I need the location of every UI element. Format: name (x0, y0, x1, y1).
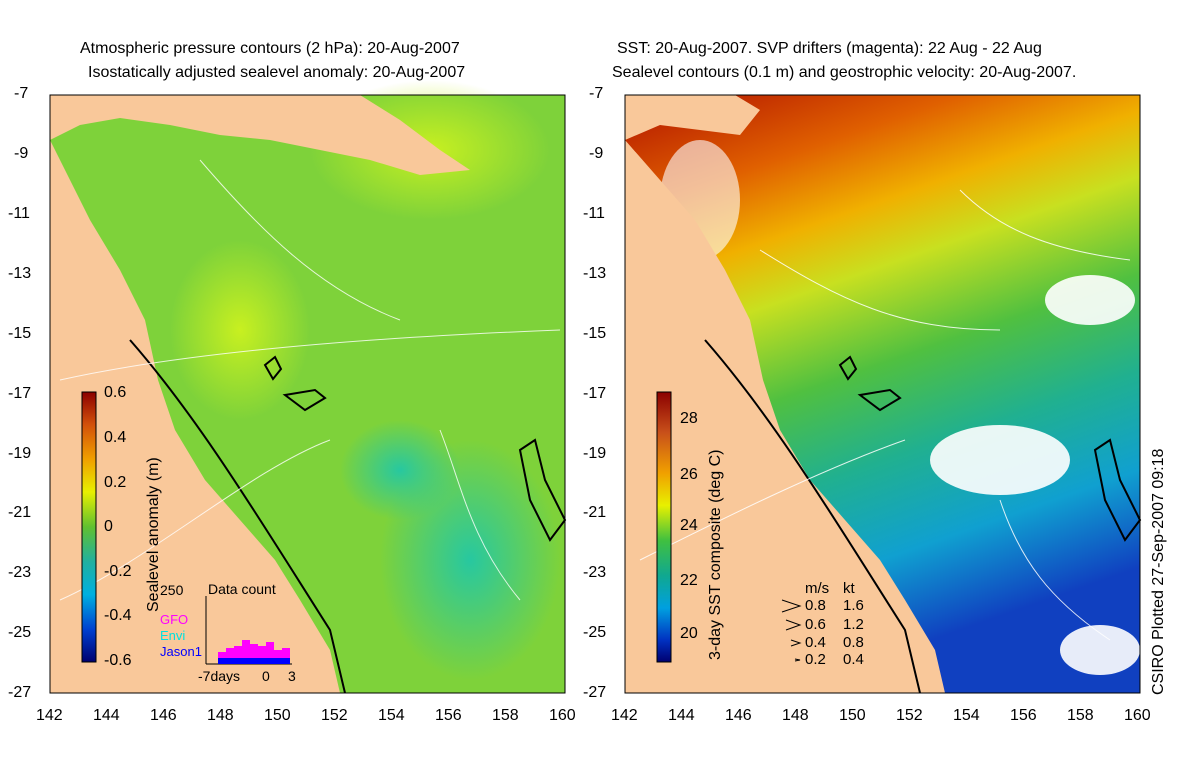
colorbar-tick: 0.6 (104, 384, 127, 401)
y-tick: -7 (14, 85, 29, 102)
colorbar-tick: 28 (680, 410, 698, 427)
x-tick: 148 (782, 707, 809, 724)
y-tick: -23 (583, 564, 607, 581)
x-tick: 142 (611, 707, 638, 724)
y-tick: -13 (8, 265, 32, 282)
inset-legend-envi: Envi (160, 628, 186, 643)
y-tick: -21 (583, 504, 607, 521)
x-tick: 160 (549, 707, 576, 724)
colorbar-tick: 22 (680, 572, 698, 589)
left-title-line1: Atmospheric pressure contours (2 hPa): 2… (80, 40, 460, 57)
y-tick: -9 (14, 145, 29, 162)
y-tick: -27 (8, 684, 32, 701)
y-tick: -27 (583, 684, 607, 701)
velocity-key-header: kt (843, 580, 855, 597)
velocity-key-ms: 0.2 (805, 651, 826, 668)
inset-xtick: 3 (288, 668, 296, 684)
colorbar-tick: -0.2 (104, 563, 132, 580)
sst-colorbar-label: 3-day SST composite (deg C) (707, 449, 724, 660)
inset-legend-jason1: Jason1 (160, 644, 202, 659)
y-tick: -23 (8, 564, 32, 581)
x-tick: 150 (839, 707, 866, 724)
x-tick: 144 (668, 707, 695, 724)
australia-land (50, 140, 340, 693)
y-tick: -17 (583, 385, 607, 402)
colorbar-tick: 0 (104, 518, 113, 535)
colorbar-tick: 26 (680, 466, 698, 483)
x-tick: 160 (1124, 707, 1151, 724)
y-tick: -15 (583, 325, 607, 342)
y-tick: -19 (8, 445, 32, 462)
y-tick: -15 (8, 325, 32, 342)
velocity-key-kt: 0.4 (843, 651, 864, 668)
y-tick: -25 (8, 624, 32, 641)
sla-colorbar (81, 391, 97, 663)
x-tick: 142 (36, 707, 63, 724)
velocity-key-kt: 1.6 (843, 597, 864, 614)
inset-title: Data count (208, 581, 276, 597)
right-title-line2: Sealevel contours (0.1 m) and geostrophi… (612, 64, 1077, 81)
left-title-line2: Isostatically adjusted sealevel anomaly:… (88, 64, 466, 81)
y-tick: -25 (583, 624, 607, 641)
velocity-key-header: m/s (805, 580, 830, 597)
y-tick: -9 (589, 145, 604, 162)
x-tick: 152 (321, 707, 348, 724)
y-tick: -19 (583, 445, 607, 462)
x-tick: 152 (896, 707, 923, 724)
inset-legend-gfo: GFO (160, 612, 189, 627)
velocity-key-kt: 1.2 (843, 616, 864, 633)
colorbar-tick: 20 (680, 625, 698, 642)
velocity-key-ms: 0.4 (805, 634, 826, 651)
velocity-key-ms: 0.8 (805, 597, 826, 614)
right-map (624, 94, 1142, 694)
inset-ymax: 250 (160, 582, 184, 598)
sst-australia-land (625, 140, 945, 693)
left-map (49, 80, 567, 694)
x-tick: 154 (953, 707, 980, 724)
x-tick: 156 (1010, 707, 1037, 724)
sst-colorbar (656, 391, 672, 663)
inset-xtick: 0 (262, 668, 270, 684)
velocity-key-ms: 0.6 (805, 616, 826, 633)
x-tick: 158 (1067, 707, 1094, 724)
colorbar-tick: -0.6 (104, 652, 132, 669)
velocity-key-kt: 0.8 (843, 634, 864, 651)
y-tick: -17 (8, 385, 32, 402)
colorbar-tick: 24 (680, 517, 698, 534)
x-tick: 148 (207, 707, 234, 724)
velocity-key-arrows (781, 599, 802, 662)
y-tick: -13 (583, 265, 607, 282)
x-tick: 158 (492, 707, 519, 724)
right-title-line1: SST: 20-Aug-2007. SVP drifters (magenta)… (617, 40, 1042, 57)
png-land (50, 95, 470, 175)
y-tick: -11 (8, 205, 30, 222)
data-count-inset (205, 596, 292, 665)
y-tick: -7 (589, 85, 604, 102)
y-tick: -21 (8, 504, 32, 521)
colorbar-tick: 0.2 (104, 474, 127, 491)
x-tick: 154 (378, 707, 405, 724)
x-tick: 150 (264, 707, 291, 724)
y-tick: -11 (583, 205, 605, 222)
x-tick: 144 (93, 707, 120, 724)
x-tick: 156 (435, 707, 462, 724)
x-tick: 146 (725, 707, 752, 724)
colorbar-tick: 0.4 (104, 429, 127, 446)
inset-xtick: -7days (198, 668, 241, 684)
x-tick: 146 (150, 707, 177, 724)
credit-text: CSIRO Plotted 27-Sep-2007 09:18 (1150, 448, 1167, 695)
colorbar-tick: -0.4 (104, 607, 132, 624)
